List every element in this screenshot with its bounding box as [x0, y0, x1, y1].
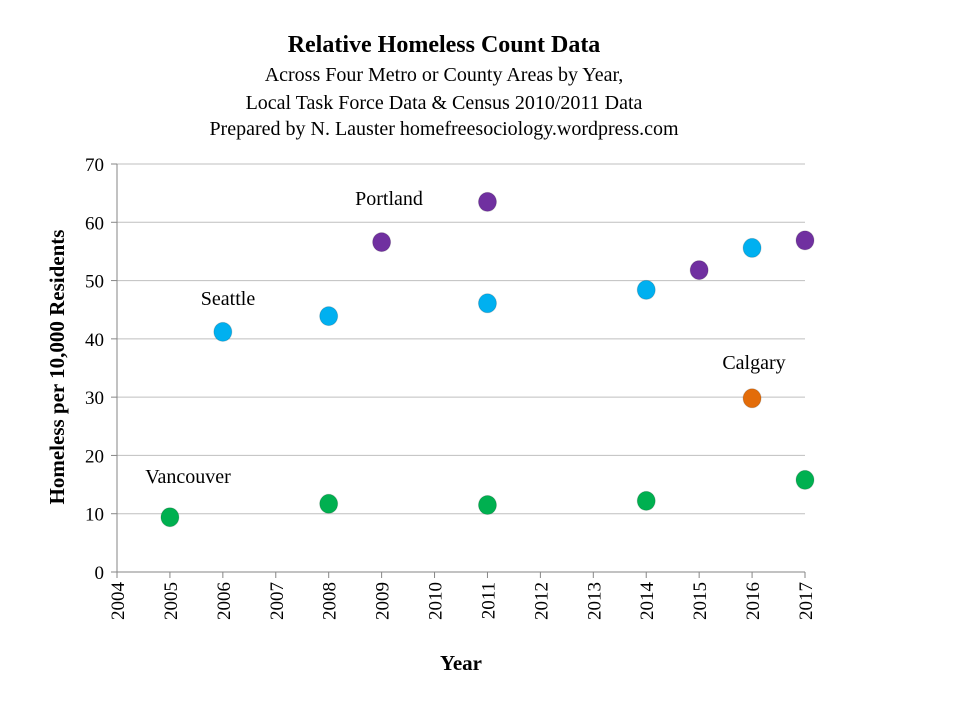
point-vancouver: [477, 494, 497, 515]
series-label-seattle: Seattle: [201, 288, 256, 310]
axes: 0 10 20 30 40 50 60 70 2004 2005 2006 2007 2008 2009 2…: [85, 155, 817, 620]
x-tick-label: 2015: [690, 582, 711, 620]
point-seattle: [319, 306, 339, 327]
point-vancouver: [160, 507, 180, 528]
x-tick-label: 2005: [161, 582, 182, 620]
y-tick-label: 30: [85, 388, 104, 409]
y-tick-label: 60: [85, 213, 104, 234]
point-vancouver: [636, 490, 656, 511]
x-tick-label: 2017: [796, 582, 817, 620]
y-tick-label: 0: [95, 563, 105, 584]
x-tick-label: 2009: [373, 582, 394, 620]
chart-subtitle-line-3: Prepared by N. Lauster homefreesociology…: [209, 118, 679, 140]
y-tick-label: 10: [85, 505, 104, 526]
point-portland: [372, 232, 392, 253]
x-tick-label: 2007: [267, 582, 288, 620]
series-labels: Vancouver Seattle Portland Calgary: [145, 188, 785, 488]
series-label-calgary: Calgary: [722, 352, 785, 374]
x-tick-label: 2014: [637, 582, 658, 621]
point-seattle: [742, 237, 762, 258]
series-label-vancouver: Vancouver: [145, 466, 231, 488]
y-tick-label: 70: [85, 155, 104, 176]
point-portland: [689, 260, 709, 281]
point-vancouver: [795, 469, 815, 490]
chart-title: Relative Homeless Count Data: [287, 32, 601, 58]
point-seattle: [636, 279, 656, 300]
point-vancouver: [319, 493, 339, 514]
x-axis-label: Year: [440, 651, 482, 675]
chart-subtitle-line-1: Across Four Metro or County Areas by Yea…: [264, 64, 624, 86]
y-tick-label: 40: [85, 330, 104, 351]
y-tick-label: 20: [85, 446, 104, 467]
x-tick-label: 2004: [108, 582, 129, 621]
x-tick-label: 2012: [531, 582, 552, 620]
chart-subtitle-line-2: Local Task Force Data & Census 2010/2011…: [245, 92, 643, 114]
x-tick-label: 2008: [320, 582, 341, 620]
point-seattle: [213, 321, 233, 342]
y-tick-label: 50: [85, 272, 104, 293]
point-portland: [795, 230, 815, 251]
y-axis-label: Homeless per 10,000 Residents: [45, 230, 69, 505]
point-seattle: [477, 293, 497, 314]
x-tick-label: 2013: [584, 582, 605, 620]
gridlines: [117, 163, 805, 515]
point-calgary: [742, 388, 762, 409]
x-tick-label: 2006: [214, 582, 235, 620]
x-tick-label: 2016: [743, 582, 764, 620]
point-portland: [477, 191, 497, 212]
data-points: [160, 191, 815, 528]
series-label-portland: Portland: [355, 188, 423, 210]
x-tick-label: 2011: [478, 582, 499, 619]
x-tick-label: 2010: [426, 582, 447, 620]
